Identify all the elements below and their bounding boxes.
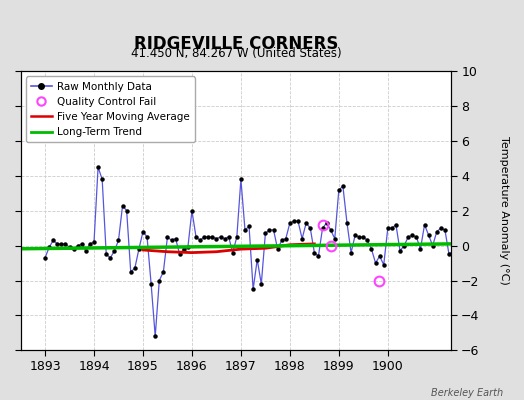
Text: Berkeley Earth: Berkeley Earth (431, 388, 503, 398)
Legend: Raw Monthly Data, Quality Control Fail, Five Year Moving Average, Long-Term Tren: Raw Monthly Data, Quality Control Fail, … (26, 76, 195, 142)
Text: 41.450 N, 84.267 W (United States): 41.450 N, 84.267 W (United States) (130, 47, 341, 60)
Title: RIDGEVILLE CORNERS: RIDGEVILLE CORNERS (134, 35, 338, 53)
Y-axis label: Temperature Anomaly (°C): Temperature Anomaly (°C) (499, 136, 509, 285)
